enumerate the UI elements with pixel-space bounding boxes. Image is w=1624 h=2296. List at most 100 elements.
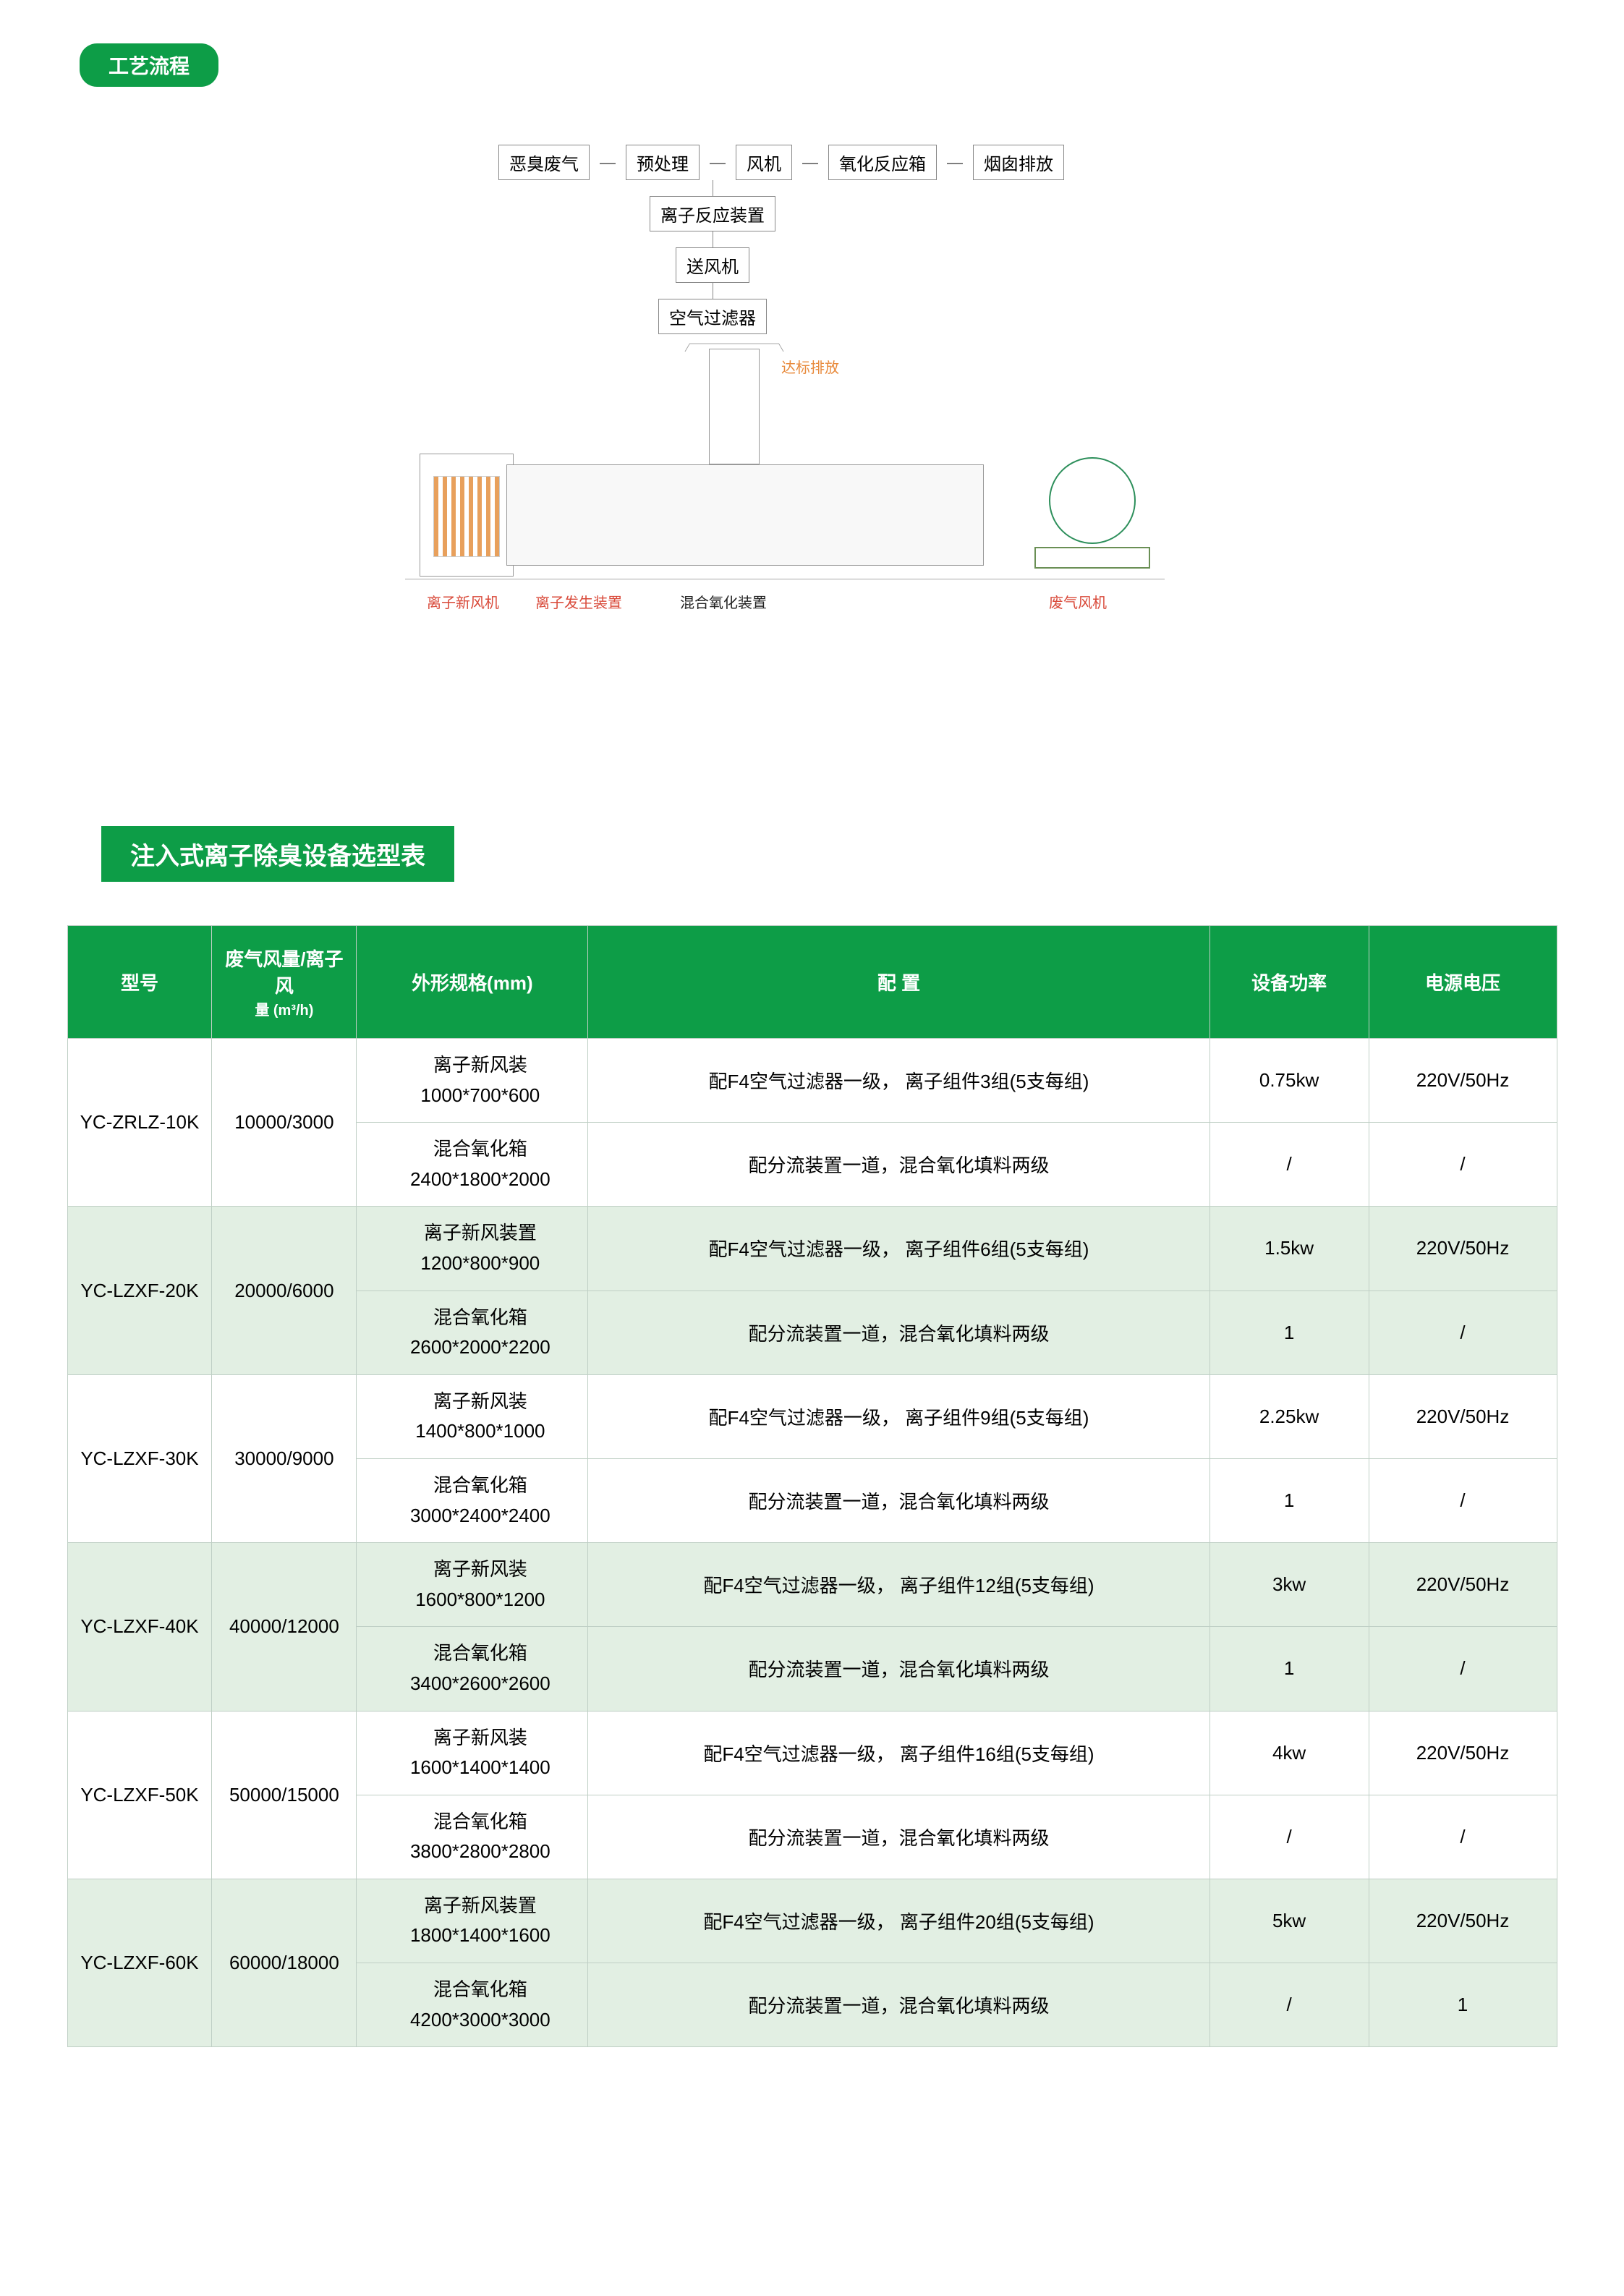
cell-volt: / bbox=[1369, 1795, 1557, 1879]
cell-config: 配F4空气过滤器一级， 离子组件20组(5支每组) bbox=[588, 1879, 1210, 1963]
flow-vertical: 离子反应装置 送风机 空气过滤器 bbox=[647, 180, 778, 334]
cell-power: 1.5kw bbox=[1210, 1207, 1369, 1291]
cell-power: / bbox=[1210, 1123, 1369, 1207]
stack-label: 达标排放 bbox=[781, 356, 839, 377]
cell-model: YC-LZXF-40K bbox=[67, 1543, 212, 1711]
th-config: 配 置 bbox=[588, 926, 1210, 1039]
flow-node: 烟囱排放 bbox=[973, 145, 1064, 180]
cell-model: YC-LZXF-60K bbox=[67, 1879, 212, 2046]
cell-dims: 混合氧化箱3400*2600*2600 bbox=[357, 1627, 588, 1711]
cell-config: 配F4空气过滤器一级， 离子组件6组(5支每组) bbox=[588, 1207, 1210, 1291]
cell-power: 3kw bbox=[1210, 1543, 1369, 1627]
cell-model: YC-ZRLZ-10K bbox=[67, 1039, 212, 1207]
cell-air: 60000/18000 bbox=[212, 1879, 357, 2046]
flow-connector: — bbox=[947, 153, 963, 172]
cell-dims: 混合氧化箱3800*2800*2800 bbox=[357, 1795, 588, 1879]
th-power: 设备功率 bbox=[1210, 926, 1369, 1039]
cell-power: 5kw bbox=[1210, 1879, 1369, 1963]
th-model: 型号 bbox=[67, 926, 212, 1039]
cell-air: 10000/3000 bbox=[212, 1039, 357, 1207]
flow-connector: — bbox=[802, 153, 818, 172]
process-flow: 恶臭废气 — 预处理 — 风机 — 氧化反应箱 — 烟囱排放 离子反应装置 送风… bbox=[347, 145, 1215, 652]
cell-air: 30000/9000 bbox=[212, 1374, 357, 1542]
fan-wheel-icon bbox=[1049, 457, 1136, 544]
cell-air: 40000/12000 bbox=[212, 1543, 357, 1711]
fan-base bbox=[1034, 547, 1150, 569]
cell-dims: 离子新风装1400*800*1000 bbox=[357, 1374, 588, 1458]
cell-config: 配F4空气过滤器一级， 离子组件9组(5支每组) bbox=[588, 1374, 1210, 1458]
cell-dims: 离子新风装置1200*800*900 bbox=[357, 1207, 588, 1291]
cell-config: 配分流装置一道，混合氧化填料两级 bbox=[588, 1291, 1210, 1374]
cell-power: / bbox=[1210, 1795, 1369, 1879]
cell-config: 配分流装置一道，混合氧化填料两级 bbox=[588, 1627, 1210, 1711]
equipment-schematic: 达标排放 离子新风机 离子发生装置 混合氧化装置 废气风机 bbox=[376, 349, 1172, 652]
flow-row: 恶臭废气 — 预处理 — 风机 — 氧化反应箱 — 烟囱排放 bbox=[347, 145, 1215, 180]
table-row: YC-LZXF-60K60000/18000离子新风装置1800*1400*16… bbox=[67, 1879, 1557, 1963]
flow-connector: — bbox=[710, 153, 726, 172]
intake-unit bbox=[420, 454, 514, 577]
cell-air: 20000/6000 bbox=[212, 1207, 357, 1374]
spec-table: 型号 废气风量/离子 风 量 (m³/h) 外形规格(mm) 配 置 设备功率 … bbox=[67, 925, 1557, 2047]
flow-node: 氧化反应箱 bbox=[828, 145, 937, 180]
cell-volt: 220V/50Hz bbox=[1369, 1711, 1557, 1795]
flow-node: 风机 bbox=[736, 145, 792, 180]
cell-volt: / bbox=[1369, 1123, 1557, 1207]
flow-node: 送风机 bbox=[676, 247, 749, 283]
cell-dims: 混合氧化箱3000*2400*2400 bbox=[357, 1458, 588, 1542]
table-row: YC-LZXF-40K40000/12000离子新风装1600*800*1200… bbox=[67, 1543, 1557, 1627]
cell-volt: 220V/50Hz bbox=[1369, 1879, 1557, 1963]
cell-dims: 混合氧化箱4200*3000*3000 bbox=[357, 1963, 588, 2047]
cell-volt: 220V/50Hz bbox=[1369, 1543, 1557, 1627]
table-body: YC-ZRLZ-10K10000/3000离子新风装1000*700*600配F… bbox=[67, 1039, 1557, 2047]
cell-dims: 离子新风装1600*1400*1400 bbox=[357, 1711, 588, 1795]
cell-dims: 离子新风装1600*800*1200 bbox=[357, 1543, 588, 1627]
table-row: YC-ZRLZ-10K10000/3000离子新风装1000*700*600配F… bbox=[67, 1039, 1557, 1123]
cell-dims: 离子新风装置1800*1400*1600 bbox=[357, 1879, 588, 1963]
flow-node: 恶臭废气 bbox=[498, 145, 590, 180]
cell-model: YC-LZXF-20K bbox=[67, 1207, 212, 1374]
cell-air: 50000/15000 bbox=[212, 1711, 357, 1879]
flow-connector: — bbox=[600, 153, 616, 172]
cell-power: 0.75kw bbox=[1210, 1039, 1369, 1123]
cell-power: 1 bbox=[1210, 1458, 1369, 1542]
oxidation-body bbox=[506, 464, 984, 566]
schematic-label: 离子新风机 bbox=[427, 591, 499, 612]
schematic-label: 离子发生装置 bbox=[535, 591, 622, 612]
section-badge: 工艺流程 bbox=[80, 43, 218, 87]
th-dims: 外形规格(mm) bbox=[357, 926, 588, 1039]
cell-model: YC-LZXF-50K bbox=[67, 1711, 212, 1879]
cell-volt: / bbox=[1369, 1291, 1557, 1374]
cell-config: 配F4空气过滤器一级， 离子组件16组(5支每组) bbox=[588, 1711, 1210, 1795]
cell-power: 4kw bbox=[1210, 1711, 1369, 1795]
flow-node: 离子反应装置 bbox=[650, 196, 775, 231]
flow-node: 空气过滤器 bbox=[658, 299, 767, 334]
table-row: YC-LZXF-20K20000/6000离子新风装置1200*800*900配… bbox=[67, 1207, 1557, 1291]
cell-config: 配F4空气过滤器一级， 离子组件12组(5支每组) bbox=[588, 1543, 1210, 1627]
table-header: 型号 废气风量/离子 风 量 (m³/h) 外形规格(mm) 配 置 设备功率 … bbox=[67, 926, 1557, 1039]
cell-config: 配分流装置一道，混合氧化填料两级 bbox=[588, 1123, 1210, 1207]
th-volt: 电源电压 bbox=[1369, 926, 1557, 1039]
cell-power: 1 bbox=[1210, 1627, 1369, 1711]
cell-dims: 混合氧化箱2600*2000*2200 bbox=[357, 1291, 588, 1374]
table-row: YC-LZXF-50K50000/15000离子新风装1600*1400*140… bbox=[67, 1711, 1557, 1795]
cell-dims: 离子新风装1000*700*600 bbox=[357, 1039, 588, 1123]
th-air-line2: 量 (m³/h) bbox=[218, 998, 350, 1019]
cell-volt: 220V/50Hz bbox=[1369, 1207, 1557, 1291]
cell-volt: / bbox=[1369, 1458, 1557, 1542]
cell-power: / bbox=[1210, 1963, 1369, 2047]
th-air: 废气风量/离子 风 量 (m³/h) bbox=[212, 926, 357, 1039]
cell-volt: 220V/50Hz bbox=[1369, 1039, 1557, 1123]
table-row: YC-LZXF-30K30000/9000离子新风装1400*800*1000配… bbox=[67, 1374, 1557, 1458]
flow-node: 预处理 bbox=[626, 145, 700, 180]
cell-config: 配分流装置一道，混合氧化填料两级 bbox=[588, 1795, 1210, 1879]
th-air-line1: 废气风量/离子 风 bbox=[218, 945, 350, 998]
schematic-label: 废气风机 bbox=[1049, 591, 1107, 612]
cell-volt: 1 bbox=[1369, 1963, 1557, 2047]
table-title: 注入式离子除臭设备选型表 bbox=[101, 826, 454, 882]
cell-volt: / bbox=[1369, 1627, 1557, 1711]
cell-power: 1 bbox=[1210, 1291, 1369, 1374]
cell-config: 配分流装置一道，混合氧化填料两级 bbox=[588, 1963, 1210, 2047]
cell-power: 2.25kw bbox=[1210, 1374, 1369, 1458]
cell-config: 配F4空气过滤器一级， 离子组件3组(5支每组) bbox=[588, 1039, 1210, 1123]
cell-config: 配分流装置一道，混合氧化填料两级 bbox=[588, 1458, 1210, 1542]
